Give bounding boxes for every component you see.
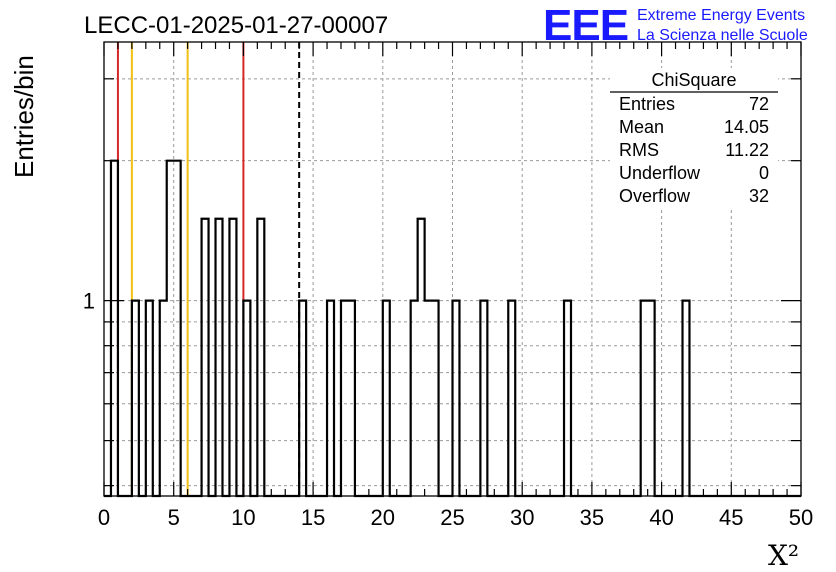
stats-row-value: 14.05	[724, 117, 769, 137]
x-tick-label: 5	[168, 505, 180, 530]
logo-line1: Extreme Energy Events	[637, 7, 805, 24]
x-tick-label: 25	[440, 505, 464, 530]
histogram-outline	[104, 159, 801, 498]
logo-line2: La Scienza nelle Scuole	[637, 27, 808, 44]
stats-row-value: 32	[749, 186, 769, 206]
x-tick-label: 50	[789, 505, 813, 530]
eee-logo: EEE Extreme Energy Events La Scienza nel…	[543, 1, 808, 50]
stats-row-value: 11.22	[725, 140, 769, 160]
y-tick-labels: 1	[83, 289, 95, 314]
axis-ticks	[103, 42, 802, 496]
x-tick-label: 10	[231, 505, 255, 530]
x-tick-label: 0	[98, 505, 110, 530]
chart-title: LECC-01-2025-01-27-00007	[84, 12, 388, 39]
x-tick-label: 35	[580, 505, 604, 530]
stats-row-label: Overflow	[619, 186, 691, 206]
x-tick-label: 30	[510, 505, 534, 530]
y-tick-label: 1	[83, 289, 95, 314]
stats-title: ChiSquare	[651, 70, 736, 90]
stats-rows: Entries 72 Mean 14.05 RMS 11.22 Underflow 0 Over…	[619, 94, 769, 206]
histogram	[104, 159, 801, 498]
stats-row-label: Mean	[619, 117, 664, 137]
stats-box: ChiSquare Entries 72 Mean 14.05 RMS 11.22 Unde…	[610, 68, 778, 208]
histogram-bar	[425, 301, 432, 496]
x-tick-label: 45	[719, 505, 743, 530]
stats-box-bg	[610, 68, 778, 208]
x-tick-labels: 0 5 10 15 20 25 30 35 40 45 50	[98, 505, 813, 530]
x-axis-label: X²	[768, 539, 799, 572]
stats-row-label: Underflow	[619, 163, 701, 183]
x-tick-label: 20	[371, 505, 395, 530]
stats-row-value: 72	[749, 94, 769, 114]
x-tick-label: 15	[301, 505, 325, 530]
stats-row-label: Entries	[619, 94, 675, 114]
stats-row-value: 0	[759, 163, 769, 183]
y-axis-label: Entries/bin	[9, 55, 39, 178]
x-tick-label: 40	[649, 505, 673, 530]
stats-row-label: RMS	[619, 140, 659, 160]
